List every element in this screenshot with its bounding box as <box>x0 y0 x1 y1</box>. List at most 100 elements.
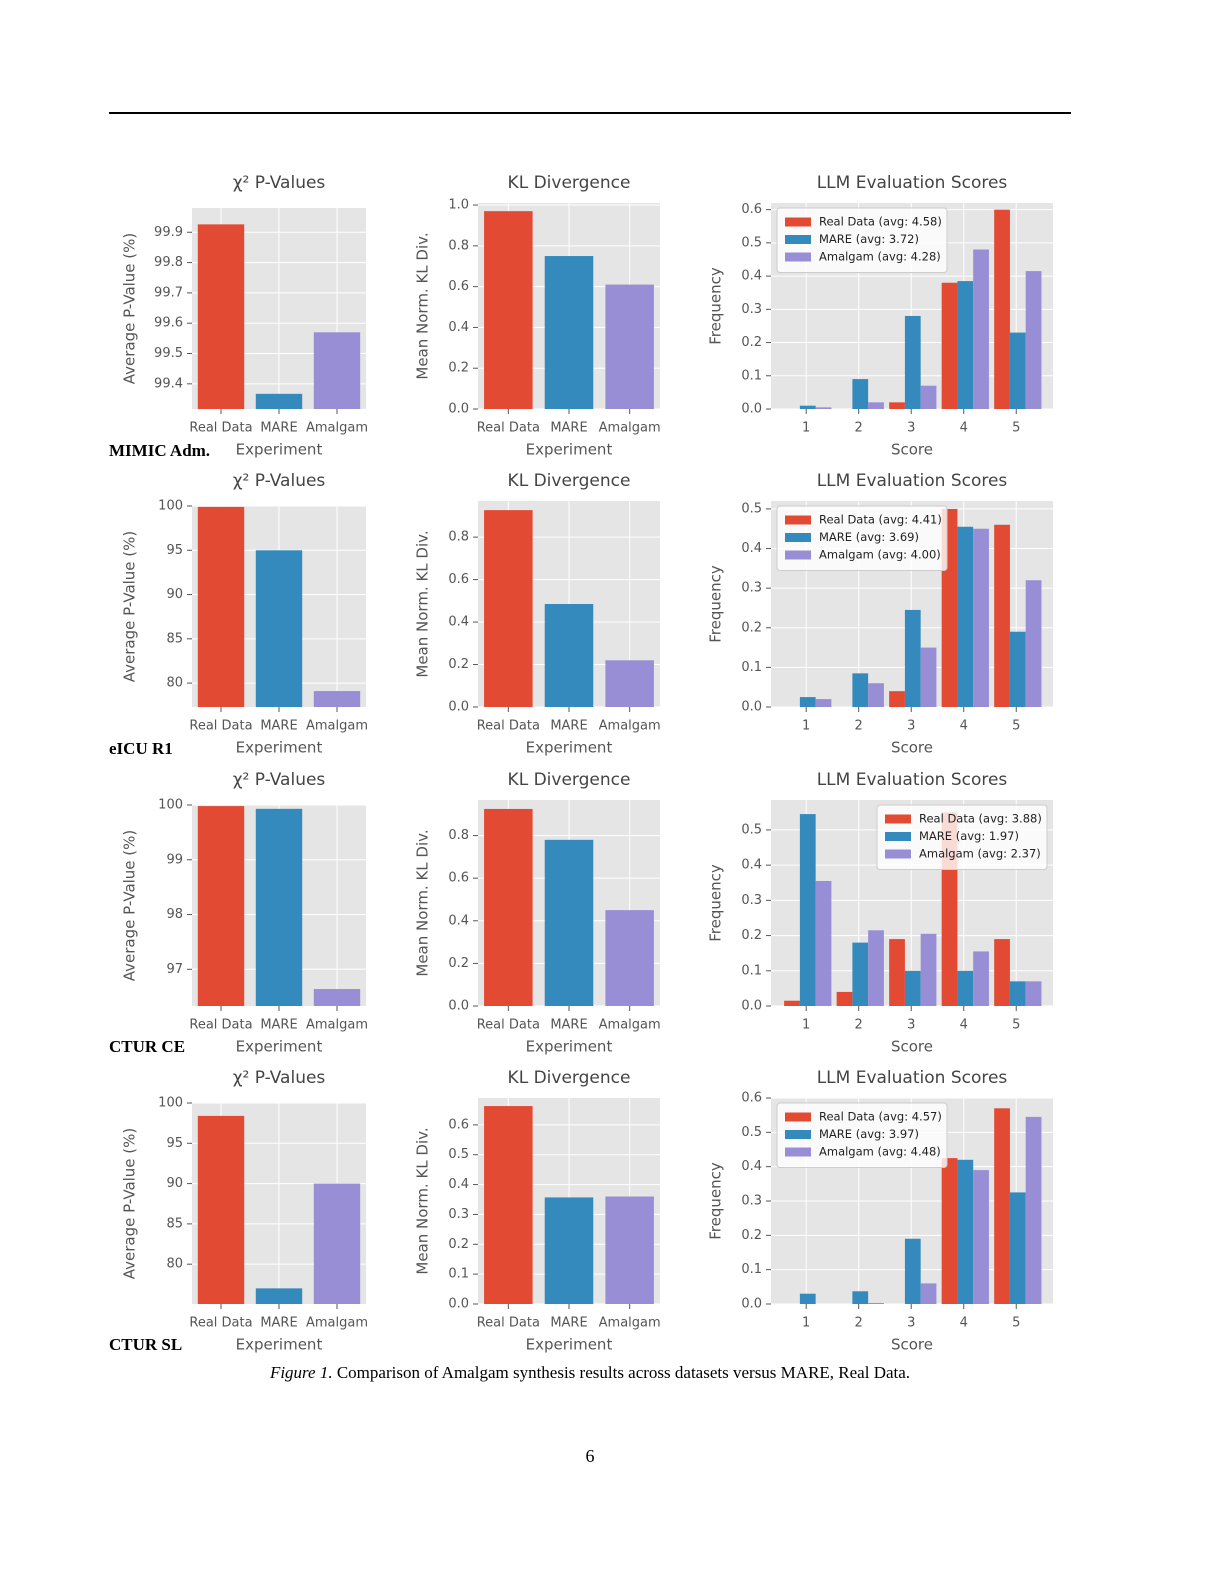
y-tick-label: 0.4 <box>741 541 762 556</box>
y-tick-label: 0.2 <box>448 956 469 971</box>
x-tick-label: Real Data <box>189 719 252 734</box>
bar <box>920 1283 937 1304</box>
bar <box>1009 1192 1026 1304</box>
y-tick-label: 0.8 <box>448 530 469 545</box>
bar <box>799 405 816 409</box>
x-tick-label: Amalgam <box>306 1316 368 1331</box>
y-tick-label: 0.1 <box>741 1262 762 1277</box>
bar <box>815 699 832 707</box>
bar <box>920 933 937 1006</box>
bar <box>799 1293 816 1304</box>
chart-title: χ² P-Values <box>233 770 326 790</box>
x-tick-label: 2 <box>855 719 863 734</box>
y-tick-label: 0.5 <box>448 1147 469 1162</box>
y-tick-label: 0.6 <box>448 279 469 294</box>
x-tick-label: MARE <box>260 719 297 734</box>
x-tick-label: 5 <box>1012 421 1020 436</box>
chart-title: KL Divergence <box>508 471 631 491</box>
legend-swatch <box>885 814 911 824</box>
y-tick-label: 0.6 <box>448 572 469 587</box>
bar <box>484 510 533 707</box>
bar <box>973 1170 989 1304</box>
y-tick-label: 0.2 <box>448 361 469 376</box>
bar <box>799 697 816 707</box>
row-label: MIMIC Adm. <box>109 441 211 460</box>
bar <box>957 526 974 707</box>
y-tick-label: 0.4 <box>448 615 469 630</box>
row-label: CTUR CE <box>109 1037 186 1056</box>
y-tick-label: 0.0 <box>741 402 762 417</box>
x-tick-label: Real Data <box>189 421 252 436</box>
bar <box>484 211 533 409</box>
y-axis-label: Frequency <box>707 864 725 942</box>
y-axis-label: Mean Norm. KL Div. <box>414 1127 432 1274</box>
legend-label: MARE (avg: 3.72) <box>819 232 919 246</box>
x-tick-label: 5 <box>1012 1316 1020 1331</box>
y-tick-label: 98 <box>166 907 183 922</box>
bar <box>941 282 958 409</box>
legend-swatch <box>785 235 811 244</box>
bar <box>605 284 654 409</box>
y-axis-label: Average P-Value (%) <box>121 830 139 982</box>
legend-swatch <box>785 252 811 262</box>
y-tick-label: 0.2 <box>741 928 762 943</box>
bar <box>313 691 361 707</box>
x-tick-label: MARE <box>260 1018 297 1033</box>
y-tick-label: 99 <box>166 852 183 867</box>
y-tick-label: 0.6 <box>448 1117 469 1132</box>
legend <box>776 207 948 273</box>
y-tick-label: 0.2 <box>448 657 469 672</box>
y-tick-label: 99.8 <box>154 255 183 270</box>
y-tick-label: 0.6 <box>448 871 469 886</box>
y-tick-label: 0.8 <box>448 828 469 843</box>
bar <box>313 1183 361 1304</box>
y-tick-label: 0.5 <box>741 1125 762 1140</box>
x-tick-label: 4 <box>960 1018 968 1033</box>
bar <box>544 256 594 409</box>
bar <box>197 506 245 707</box>
bar <box>904 1238 921 1304</box>
legend <box>876 804 1048 870</box>
legend-label: Amalgam (avg: 2.37) <box>919 847 1041 861</box>
x-axis-label: Experiment <box>526 739 613 757</box>
x-tick-label: 1 <box>802 1018 810 1033</box>
bar <box>1025 1116 1042 1304</box>
x-tick-label: 3 <box>907 421 915 436</box>
bar <box>1009 332 1026 409</box>
x-axis-label: Experiment <box>236 1336 323 1354</box>
y-tick-label: 95 <box>166 543 183 558</box>
bar <box>1009 981 1026 1006</box>
bar <box>957 1159 974 1304</box>
bar <box>1009 631 1026 707</box>
x-tick-label: 1 <box>802 421 810 436</box>
bar <box>941 1158 958 1304</box>
x-tick-label: Amalgam <box>306 421 368 436</box>
x-tick-label: 4 <box>960 719 968 734</box>
bar <box>889 691 905 707</box>
x-tick-label: MARE <box>550 421 587 436</box>
y-tick-label: 80 <box>166 1257 183 1272</box>
bar <box>1025 580 1042 707</box>
bar <box>815 880 832 1006</box>
legend-label: MARE (avg: 1.97) <box>919 829 1019 843</box>
y-tick-label: 0.1 <box>741 660 762 675</box>
y-tick-label: 0.0 <box>448 402 469 417</box>
legend-swatch <box>785 533 811 542</box>
y-tick-label: 0.4 <box>448 1177 469 1192</box>
x-tick-label: 2 <box>855 421 863 436</box>
caption: Figure 1. Comparison of Amalgam synthesi… <box>0 1363 1180 1383</box>
x-tick-label: Real Data <box>477 719 540 734</box>
chart-title: χ² P-Values <box>233 471 326 491</box>
bar <box>904 970 921 1006</box>
x-tick-label: Real Data <box>477 421 540 436</box>
legend-swatch <box>785 1130 811 1139</box>
bar <box>973 528 989 707</box>
y-tick-label: 0.3 <box>448 1207 469 1222</box>
y-tick-label: 90 <box>166 1176 183 1191</box>
caption-label: Figure 1. <box>269 1363 333 1382</box>
legend <box>776 1102 948 1168</box>
y-tick-label: 0.0 <box>448 999 469 1014</box>
x-tick-label: Real Data <box>189 1316 252 1331</box>
y-axis-label: Mean Norm. KL Div. <box>414 829 432 976</box>
bar <box>255 808 303 1006</box>
